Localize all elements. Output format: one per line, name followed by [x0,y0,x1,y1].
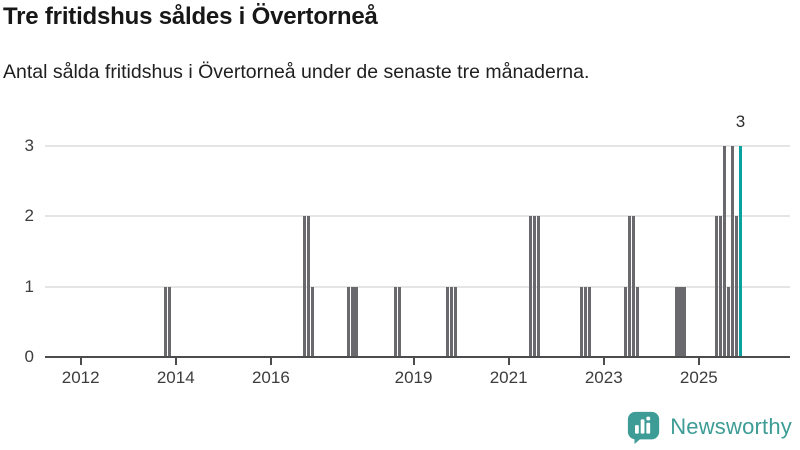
bar [730,145,735,357]
bar [536,216,540,357]
bar [734,216,738,357]
bar [168,286,172,357]
bar [164,286,168,357]
bar [627,216,631,357]
bar [394,286,398,357]
bar [532,216,536,357]
x-axis-tick-label: 2019 [394,368,433,387]
y-gridline [45,215,790,217]
bar [580,286,584,357]
bar [723,145,727,357]
y-axis-tick-label: 2 [24,206,34,225]
bar [631,216,635,357]
bar [719,216,723,357]
x-axis-tick-label: 2012 [61,368,100,387]
bar [635,286,639,357]
newsworthy-logo[interactable]: Newsworthy [626,409,792,445]
x-axis-tick-label: 2023 [584,368,623,387]
bar [453,286,457,357]
x-axis-tick [602,358,605,365]
y-gridline [45,285,790,288]
x-axis-tick [79,358,82,365]
bar [398,286,402,357]
bar [584,286,588,357]
highlight-value-label: 3 [735,112,746,131]
bar [683,286,687,357]
bar [302,216,307,357]
x-axis-tick-label: 2016 [251,368,290,387]
bar [310,286,314,357]
y-axis-tick-label: 1 [24,276,34,296]
bar [623,286,628,357]
x-axis-tick-label: 2014 [156,368,195,387]
bar [679,286,683,357]
x-axis-tick-label: 2021 [489,368,528,387]
bar [738,145,742,357]
y-gridline [45,144,790,147]
x-axis-tick [269,358,272,365]
bar [675,286,679,357]
bar [350,286,354,357]
bar [726,286,731,357]
bar [588,286,592,357]
x-axis-tick [697,358,700,365]
bar [449,286,453,357]
bar [445,286,449,357]
bar [715,216,719,357]
newsworthy-bar-chart-icon [626,409,662,445]
x-axis-tick [412,358,415,365]
chart-subtitle: Antal sålda fritidshus i Övertorneå unde… [3,61,590,83]
chart-title: Tre fritidshus såldes i Övertorneå [3,3,378,30]
y-axis-tick-label: 3 [24,135,34,155]
newsworthy-logo-text: Newsworthy [670,414,792,439]
x-axis-tick [174,358,177,365]
x-axis-line [45,356,790,358]
x-axis-tick-label: 2025 [679,368,718,387]
bar [528,216,532,357]
x-axis-tick [507,358,510,365]
bar [354,286,358,357]
bar [306,216,310,357]
bar [346,286,350,357]
y-axis-tick-label: 0 [24,347,34,366]
